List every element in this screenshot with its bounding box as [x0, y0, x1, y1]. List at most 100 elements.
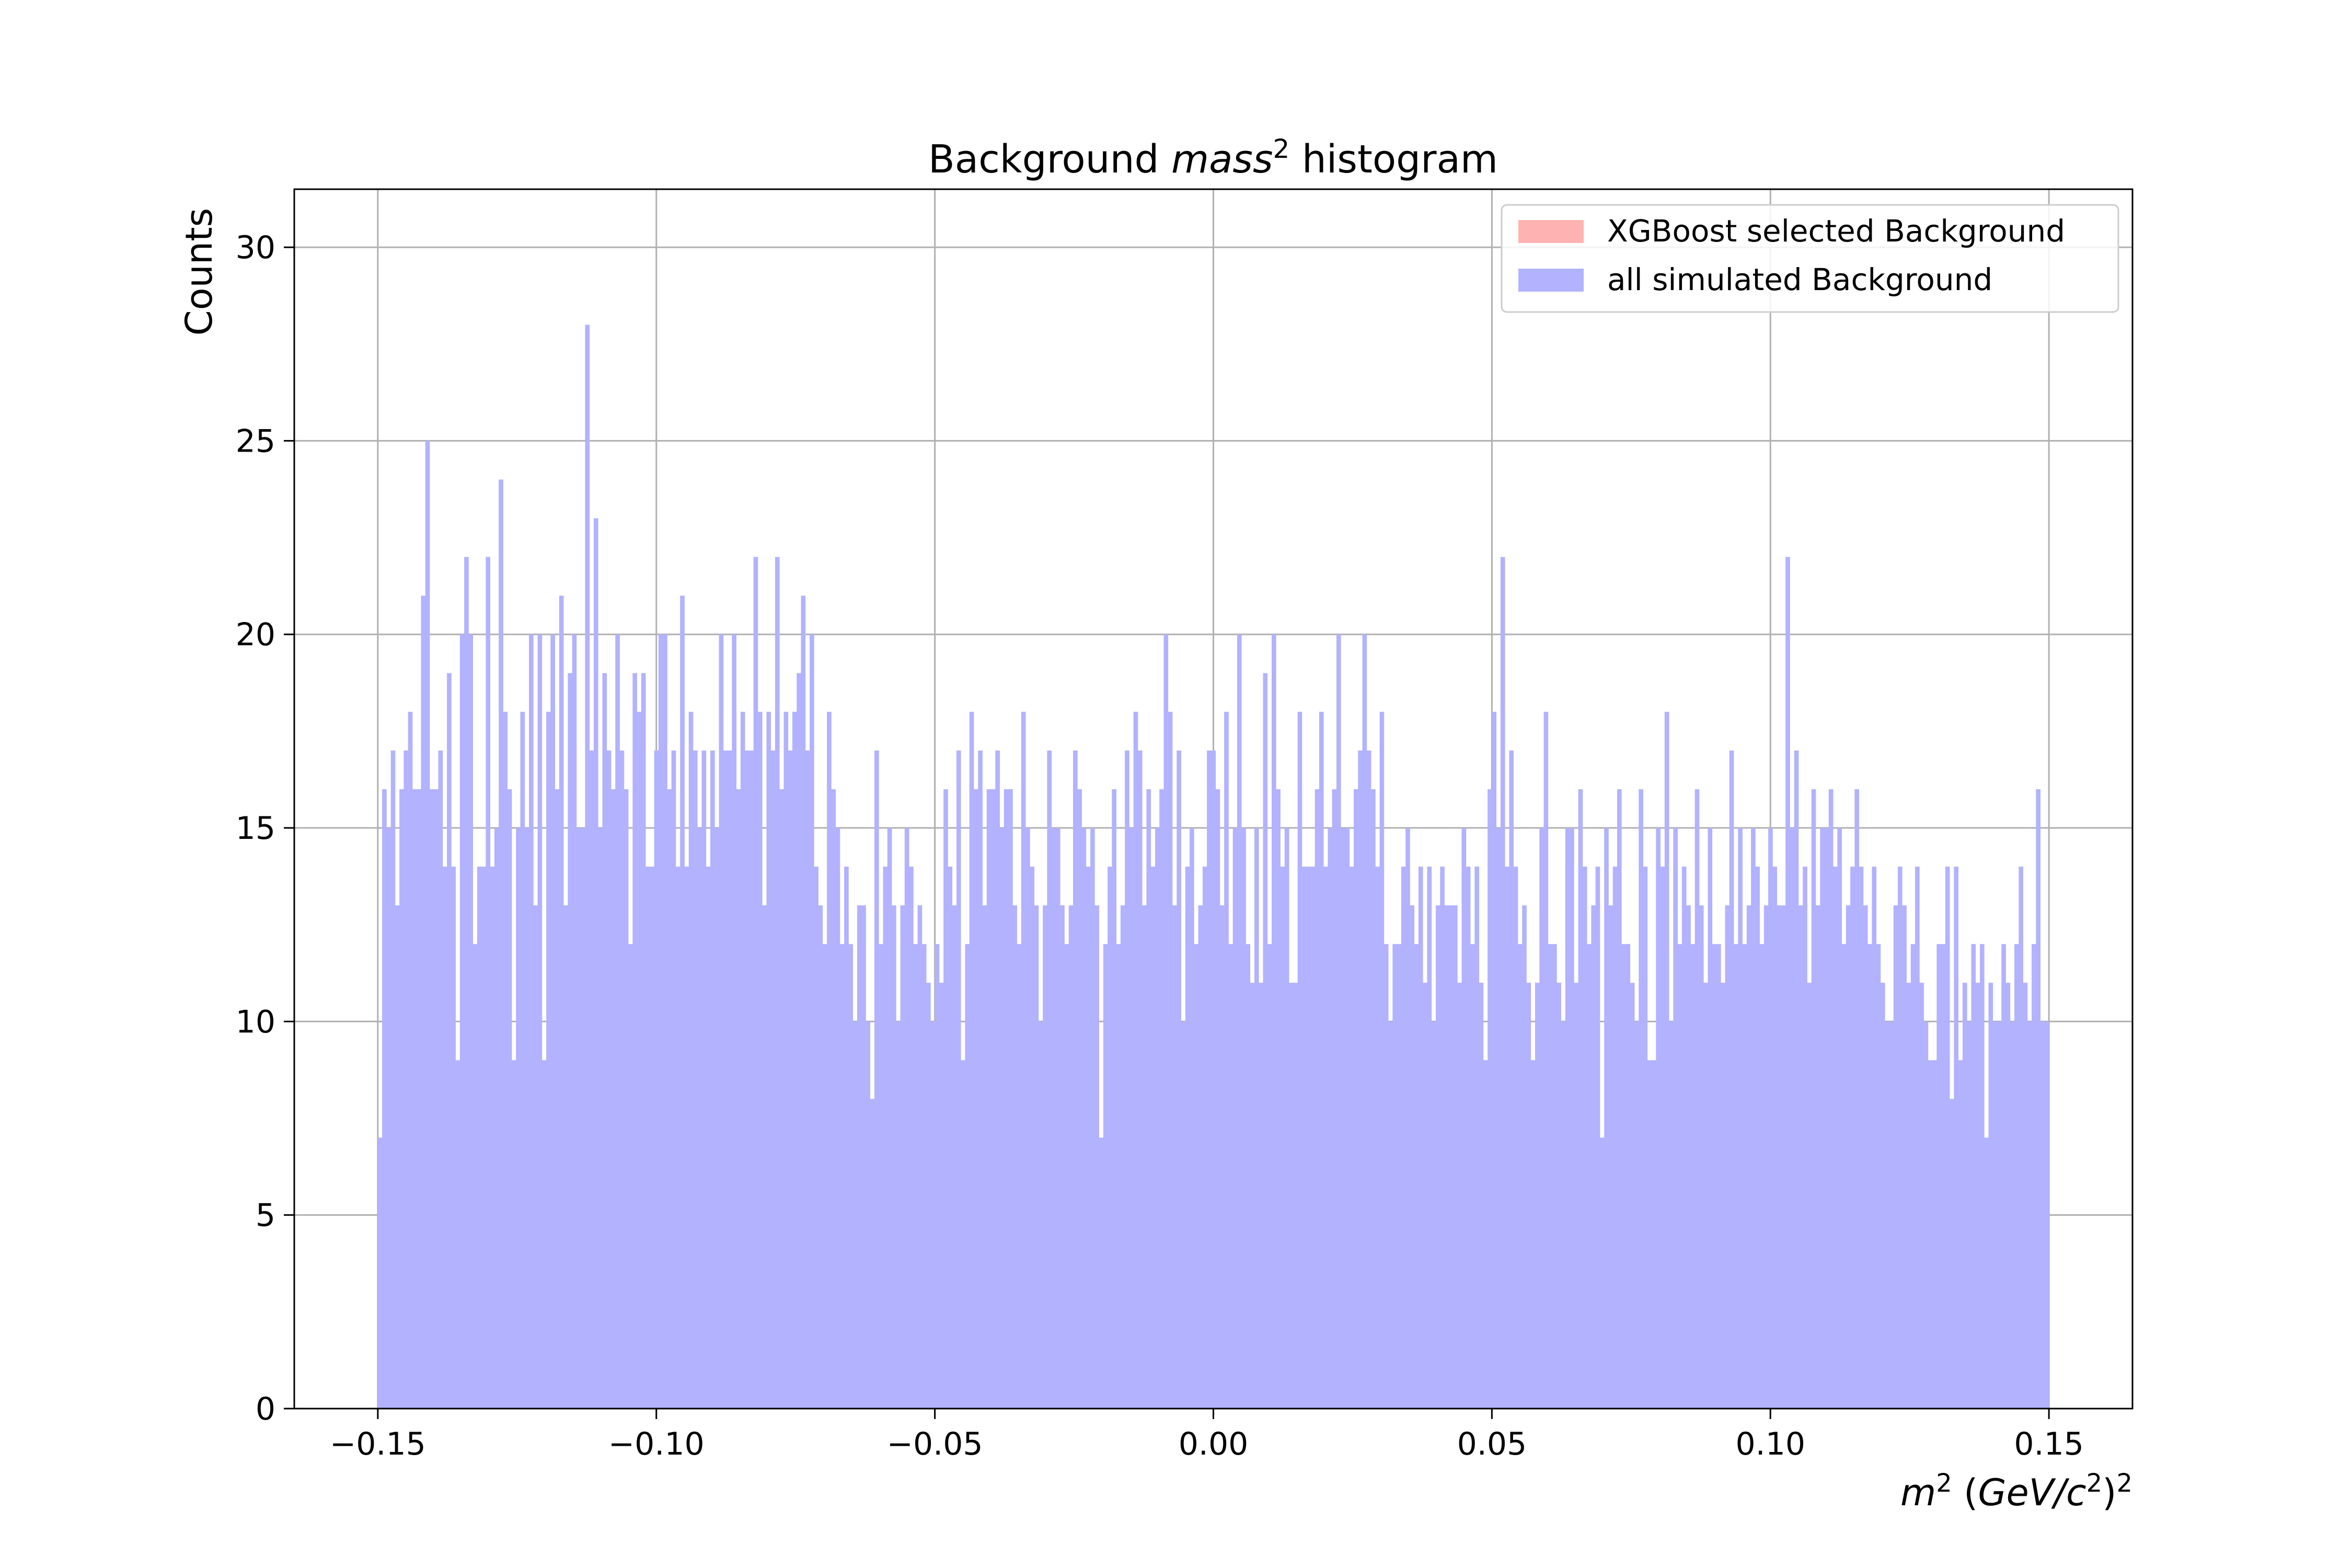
histogram-bar [1902, 905, 1907, 1409]
histogram-bar [1146, 789, 1151, 1409]
legend: XGBoost selected Background all simulate… [1501, 204, 2119, 313]
histogram-bar [472, 944, 478, 1409]
histogram-bar [1681, 867, 1687, 1409]
histogram-bar [1349, 867, 1354, 1409]
histogram-bar [2014, 944, 2019, 1409]
histogram-bar [1306, 867, 1311, 1409]
histogram-bar [783, 711, 789, 1409]
histogram-bar [464, 557, 469, 1409]
histogram-bar [1660, 867, 1665, 1409]
histogram-bar [2044, 1021, 2049, 1409]
histogram-bar [978, 750, 983, 1409]
histogram-bar [930, 1021, 936, 1409]
histogram-bar [1492, 711, 1497, 1409]
histogram-bar [1012, 905, 1017, 1409]
histogram-bar [1755, 867, 1760, 1409]
histogram-bar [757, 711, 763, 1409]
histogram-bar [797, 673, 801, 1409]
legend-label-selected: XGBoost selected Background [1607, 213, 2065, 249]
histogram-bar [382, 789, 387, 1409]
histogram-bar [939, 983, 944, 1409]
histogram-bar [1708, 828, 1713, 1409]
histogram-bar [1997, 1021, 2002, 1409]
histogram-bar [1004, 789, 1009, 1409]
histogram-bar [1500, 557, 1505, 1409]
histogram-bar [1116, 944, 1121, 1409]
histogram-bar [775, 557, 780, 1409]
histogram-bar [866, 1021, 871, 1409]
histogram-bar [1639, 789, 1643, 1409]
histogram-bar [1051, 828, 1056, 1409]
histogram-bar [1392, 944, 1398, 1409]
histogram-bar [822, 944, 827, 1409]
histogram-bar [706, 867, 711, 1409]
histogram-bar [2032, 944, 2036, 1409]
histogram-bar [1734, 944, 1738, 1409]
histogram-bar [1979, 944, 1985, 1409]
histogram-bar [1859, 867, 1864, 1409]
histogram-bar [900, 905, 905, 1409]
histogram-bar [1984, 1137, 1989, 1409]
histogram-bar [839, 944, 845, 1409]
histogram-bar [1923, 1021, 1929, 1409]
histogram-bar [961, 1060, 965, 1409]
histogram-bar [399, 789, 404, 1409]
histogram-bar [1513, 867, 1518, 1409]
histogram-bar [2036, 789, 2041, 1409]
histogram-bar [714, 828, 719, 1409]
histogram-bar [1798, 905, 1803, 1409]
histogram-bar [1280, 867, 1285, 1409]
y-tick-label: 25 [236, 423, 275, 459]
histogram-bar [904, 828, 909, 1409]
histogram-bar [1669, 1021, 1674, 1409]
histogram-bar [1336, 634, 1341, 1409]
histogram-bar [632, 673, 637, 1409]
histogram-bar [1358, 750, 1363, 1409]
histogram-bar [1975, 983, 1980, 1409]
histogram-bar [887, 828, 892, 1409]
histogram-bar [1608, 905, 1613, 1409]
chart-title: Background mass2 histogram [928, 134, 1498, 182]
histogram-bar [943, 789, 948, 1409]
histogram-bar [1155, 828, 1160, 1409]
histogram-bar [1565, 828, 1570, 1409]
histogram-bar [1202, 867, 1207, 1409]
x-tick-label: −0.05 [887, 1426, 983, 1462]
histogram-bar [395, 905, 400, 1409]
histogram-bar [710, 750, 715, 1409]
histogram-bar [1941, 944, 1946, 1409]
histogram-bar [1677, 944, 1682, 1409]
histogram-bar [2019, 867, 2023, 1409]
histogram-bar [1086, 867, 1091, 1409]
histogram-bar [1604, 828, 1609, 1409]
histogram-bar [1768, 828, 1773, 1409]
histogram-bar [1479, 983, 1484, 1409]
histogram-bar [719, 634, 724, 1409]
histogram-bar [1557, 983, 1561, 1409]
histogram-bar [1341, 828, 1345, 1409]
histogram-bar [654, 750, 659, 1409]
histogram-bar [1561, 1021, 1566, 1409]
histogram-bar [1362, 634, 1367, 1409]
histogram-bar [818, 905, 823, 1409]
histogram-bar [1625, 944, 1631, 1409]
histogram-bar [610, 789, 616, 1409]
histogram-bar [524, 828, 529, 1409]
histogram-bar [874, 750, 879, 1409]
x-tick-label: 0.05 [1457, 1426, 1527, 1462]
histogram-bar [1025, 828, 1030, 1409]
histogram-bar [1453, 905, 1458, 1409]
histogram-bar [1919, 983, 1924, 1409]
histogram-bar [969, 711, 974, 1409]
histogram-bar [568, 673, 573, 1409]
histogram-bar [1198, 905, 1203, 1409]
histogram-bar [1345, 828, 1350, 1409]
histogram-bar [1177, 750, 1181, 1409]
histogram-bar [516, 828, 521, 1409]
histogram-bar [408, 711, 413, 1409]
histogram-bar [503, 711, 508, 1409]
histogram-bar [1543, 711, 1549, 1409]
histogram-bar [1371, 789, 1376, 1409]
histogram-bar [883, 867, 888, 1409]
